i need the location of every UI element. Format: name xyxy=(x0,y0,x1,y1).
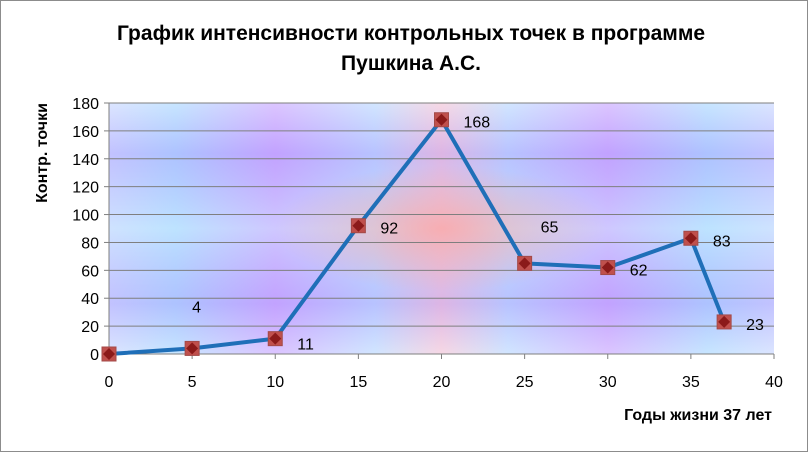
x-tick-label: 35 xyxy=(682,374,700,391)
x-tick-label: 30 xyxy=(599,374,617,391)
chart-title-line-1: График интенсивности контрольных точек в… xyxy=(116,22,706,45)
y-tick-label: 20 xyxy=(81,319,99,336)
data-point-diamond xyxy=(601,261,614,274)
data-label: 62 xyxy=(630,263,648,280)
y-tick-label: 80 xyxy=(81,235,99,252)
y-tick-label: 0 xyxy=(90,347,99,364)
data-label: 4 xyxy=(192,299,201,316)
y-tick-label: 60 xyxy=(81,263,99,280)
x-tick-label: 20 xyxy=(433,374,451,391)
series-1 xyxy=(101,112,732,362)
data-point-diamond xyxy=(518,257,531,270)
y-tick-label: 40 xyxy=(81,291,99,308)
data-label: 11 xyxy=(297,337,314,354)
x-tick-label: 40 xyxy=(765,374,783,391)
y-tick-labels: 0 20 40 60 80 100 120 140 160 180 xyxy=(72,96,99,364)
x-tick-label: 0 xyxy=(105,374,114,391)
y-axis-title: Контр. точки xyxy=(34,103,51,203)
data-point-diamond xyxy=(435,113,448,126)
y-tick-label: 160 xyxy=(72,124,99,141)
data-label: 168 xyxy=(464,115,491,132)
y-tick-label: 120 xyxy=(72,180,99,197)
gridlines xyxy=(104,102,775,359)
data-point-diamond xyxy=(186,342,199,355)
data-point-diamond xyxy=(103,348,115,360)
y-tick-label: 180 xyxy=(72,96,99,113)
data-label: 92 xyxy=(380,221,398,238)
data-label: 83 xyxy=(713,233,731,250)
data-labels: 4 11 92 168 65 62 83 23 xyxy=(192,115,764,354)
x-axis-title: Годы жизни 37 лет xyxy=(624,407,772,424)
y-tick-label: 140 xyxy=(72,152,99,169)
data-label: 23 xyxy=(746,317,764,334)
data-point-diamond xyxy=(269,332,282,345)
y-tick-label: 100 xyxy=(72,208,99,225)
plot-bg-center xyxy=(109,103,774,354)
plot-area xyxy=(109,103,774,354)
x-tick-labels: 0 5 10 15 20 25 30 35 40 xyxy=(105,374,783,391)
axes xyxy=(108,103,774,355)
data-point-diamond xyxy=(352,219,365,232)
x-tick-label: 10 xyxy=(266,374,284,391)
data-label: 65 xyxy=(541,219,559,236)
chart-title: График интенсивности контрольных точек в… xyxy=(61,19,761,79)
x-tick-label: 15 xyxy=(349,374,367,391)
x-tick-label: 25 xyxy=(516,374,534,391)
data-point-diamond xyxy=(684,232,697,245)
chart-title-line-2: Пушкина А.С. xyxy=(341,52,481,75)
data-point-diamond xyxy=(718,315,731,328)
x-tick-label: 5 xyxy=(188,374,197,391)
